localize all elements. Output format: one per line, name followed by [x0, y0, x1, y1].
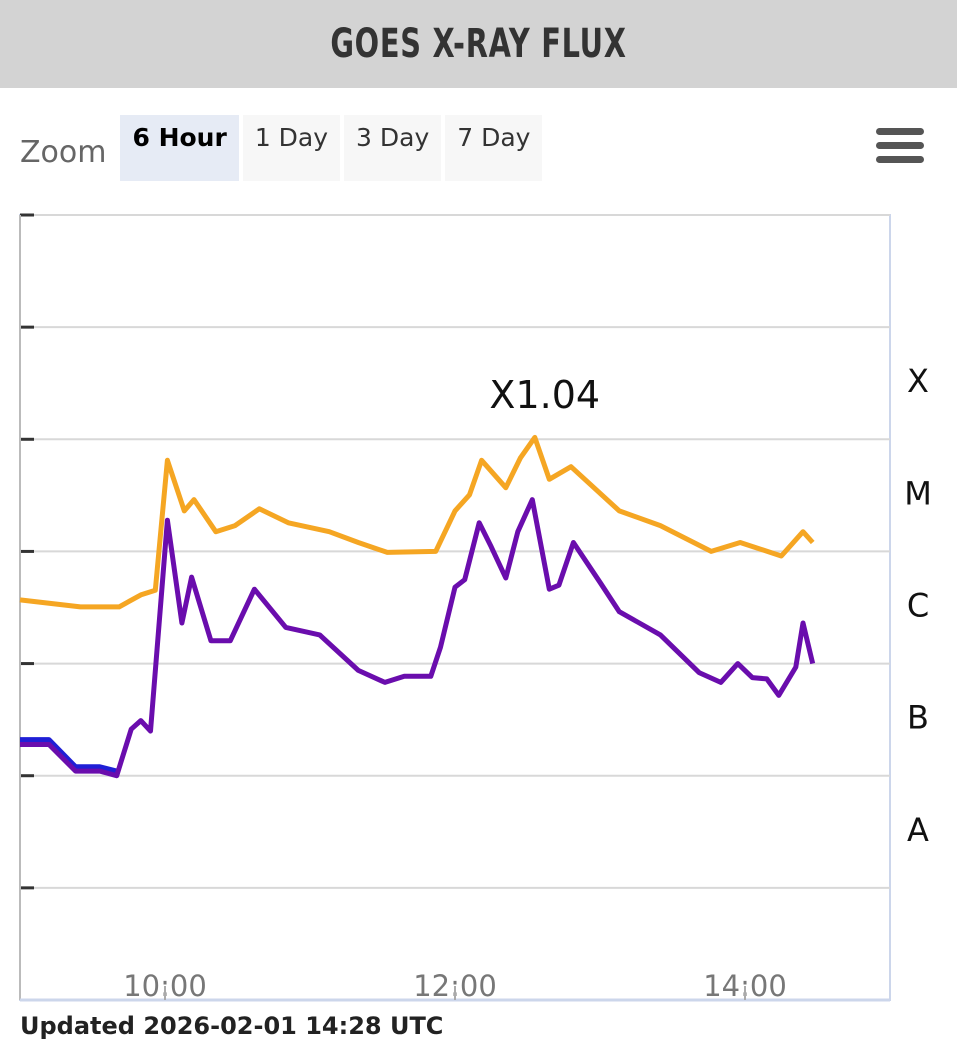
zoom-button[interactable]: 1 Day [242, 115, 341, 181]
class-label: M [904, 474, 932, 512]
zoom-button[interactable]: 7 Day [445, 115, 543, 181]
header: GOES X-RAY FLUX [0, 0, 957, 88]
zoom-bar: Zoom 6 Hour 1 Day 3 Day 7 Day [20, 115, 546, 181]
flux-line [20, 497, 816, 779]
class-label: C [907, 587, 929, 625]
plot-border [19, 214, 891, 1001]
title: GOES X-RAY FLUX [330, 21, 627, 67]
annotation: X1.04 [489, 373, 600, 417]
flux-line [20, 737, 118, 774]
class-label: B [907, 699, 929, 737]
flux-line [19, 434, 815, 610]
zoom-label: Zoom [20, 134, 107, 170]
class-label: X [907, 362, 929, 400]
zoom-button[interactable]: 6 Hour [120, 115, 239, 181]
class-label: A [907, 811, 929, 849]
updated-text: Updated 2026-02-01 14:28 UTC [20, 1012, 444, 1040]
zoom-button[interactable]: 3 Day [344, 115, 442, 181]
menu-button[interactable] [876, 128, 924, 168]
